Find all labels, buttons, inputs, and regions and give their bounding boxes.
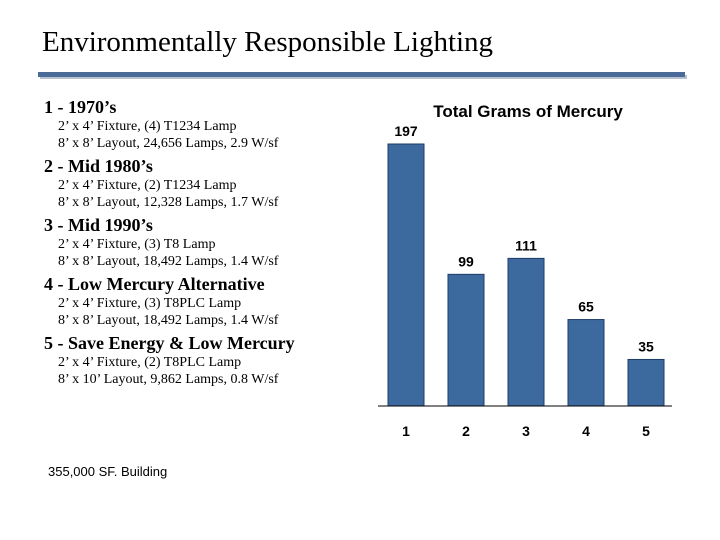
x-tick-label-3: 3	[522, 423, 530, 439]
x-tick-label-5: 5	[642, 423, 650, 439]
scenario-4: 4 - Low Mercury Alternative 2’ x 4’ Fixt…	[44, 273, 384, 329]
data-label-5: 35	[638, 338, 654, 354]
scenario-fixture: 2’ x 4’ Fixture, (4) T1234 Lamp	[58, 119, 237, 134]
scenario-layout: 8’ x 8’ Layout, 18,492 Lamps, 1.4 W/sf	[58, 254, 279, 269]
bar-2	[447, 273, 485, 407]
scenario-layout: 8’ x 10’ Layout, 9,862 Lamps, 0.8 W/sf	[58, 372, 279, 387]
bar-1	[387, 143, 425, 407]
scenario-1: 1 - 1970’s 2’ x 4’ Fixture, (4) T1234 La…	[44, 96, 384, 152]
x-tick-label-1: 1	[402, 423, 410, 439]
scenario-5: 5 - Save Energy & Low Mercury 2’ x 4’ Fi…	[44, 332, 384, 388]
scenario-layout: 8’ x 8’ Layout, 18,492 Lamps, 1.4 W/sf	[58, 313, 279, 328]
data-label-1: 197	[394, 123, 418, 139]
scenario-2: 2 - Mid 1980’s 2’ x 4’ Fixture, (2) T123…	[44, 155, 384, 211]
data-label-3: 111	[515, 237, 537, 253]
scenario-fixture: 2’ x 4’ Fixture, (2) T8PLC Lamp	[58, 355, 242, 370]
scenario-heading: 1 - 1970’s	[44, 97, 117, 117]
bar-5	[627, 358, 665, 407]
scenario-3: 3 - Mid 1990’s 2’ x 4’ Fixture, (3) T8 L…	[44, 214, 384, 270]
data-label-4: 65	[578, 299, 594, 315]
chart-title: Total Grams of Mercury	[433, 102, 623, 121]
scenario-heading: 4 - Low Mercury Alternative	[44, 274, 265, 294]
x-tick-label-2: 2	[462, 423, 470, 439]
scenario-fixture: 2’ x 4’ Fixture, (3) T8 Lamp	[58, 237, 216, 252]
mercury-bar-chart: Total Grams of Mercury 197 99 111 65 35 1 2 3 4…	[378, 102, 672, 439]
bar-3	[507, 257, 545, 407]
title-rule-shadow	[40, 75, 687, 79]
page-title: Environmentally Responsible Lighting	[42, 26, 494, 58]
title-rule	[38, 72, 685, 77]
data-label-2: 99	[458, 253, 474, 269]
scenario-list: 1 - 1970’s 2’ x 4’ Fixture, (4) T1234 La…	[44, 96, 384, 388]
scenario-heading: 5 - Save Energy & Low Mercury	[44, 333, 295, 353]
footnote: 355,000 SF. Building	[48, 464, 168, 479]
scenario-fixture: 2’ x 4’ Fixture, (3) T8PLC Lamp	[58, 296, 242, 311]
scenario-fixture: 2’ x 4’ Fixture, (2) T1234 Lamp	[58, 178, 237, 193]
x-tick-label-4: 4	[582, 423, 590, 439]
scenario-layout: 8’ x 8’ Layout, 24,656 Lamps, 2.9 W/sf	[58, 136, 279, 151]
scenario-heading: 2 - Mid 1980’s	[44, 156, 153, 176]
scenario-layout: 8’ x 8’ Layout, 12,328 Lamps, 1.7 W/sf	[58, 195, 279, 210]
bar-4	[567, 319, 605, 407]
scenario-heading: 3 - Mid 1990’s	[44, 215, 153, 235]
